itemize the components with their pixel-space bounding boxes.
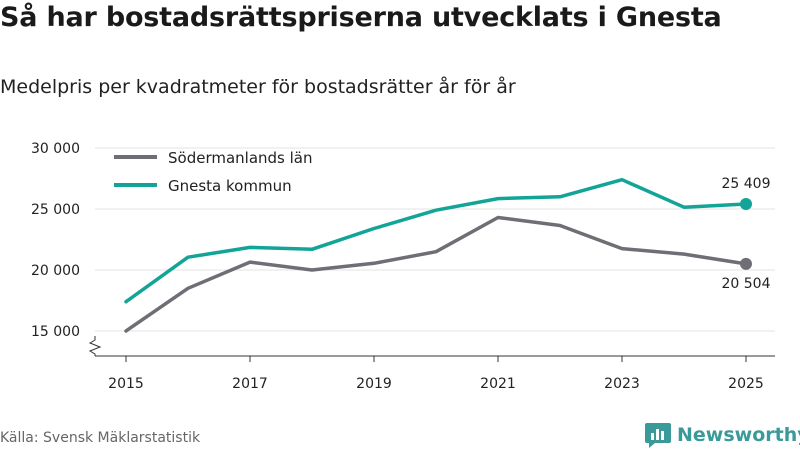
y-tick-labels: 15 000 20 000 25 000 30 000 (31, 141, 80, 340)
x-tick-labels: 2015 2017 2019 2021 2023 2025 (108, 376, 764, 392)
end-value-label: 20 504 (722, 276, 771, 292)
legend-label: Södermanlands län (168, 149, 313, 167)
x-tick-label: 2023 (604, 376, 640, 392)
y-tick-label: 25 000 (31, 202, 80, 218)
x-tick-label: 2015 (108, 376, 144, 392)
y-tick-label: 20 000 (31, 263, 80, 279)
data-point (740, 198, 752, 211)
y-tick-label: 30 000 (31, 141, 80, 157)
x-tick-label: 2017 (232, 376, 268, 392)
series-line-1 (124, 177, 748, 304)
end-value-label: 25 409 (722, 176, 771, 192)
series-line-0 (124, 215, 748, 333)
x-tick-label: 2025 (728, 376, 764, 392)
brand-logo: Newsworthy (645, 421, 800, 449)
brand-name: Newsworthy (677, 424, 800, 446)
gridlines (95, 147, 775, 332)
end-labels: 20 504 25 409 (722, 176, 771, 292)
legend-label: Gnesta kommun (168, 177, 292, 195)
axes (88, 336, 775, 362)
x-tick-label: 2019 (356, 376, 392, 392)
chart-title: Så har bostadsrättspriserna utvecklats i… (0, 2, 722, 33)
y-tick-label: 15 000 (31, 324, 80, 340)
source-note: Källa: Svensk Mäklarstatistik (0, 430, 201, 446)
chart-subtitle: Medelpris per kvadratmeter för bostadsrä… (0, 76, 516, 98)
newsworthy-logo-icon (645, 423, 671, 448)
data-point (740, 257, 752, 270)
axis-break-icon (88, 336, 102, 356)
legend: Södermanlands län Gnesta kommun (114, 149, 313, 195)
series (124, 177, 752, 333)
x-tick-label: 2021 (480, 376, 516, 392)
